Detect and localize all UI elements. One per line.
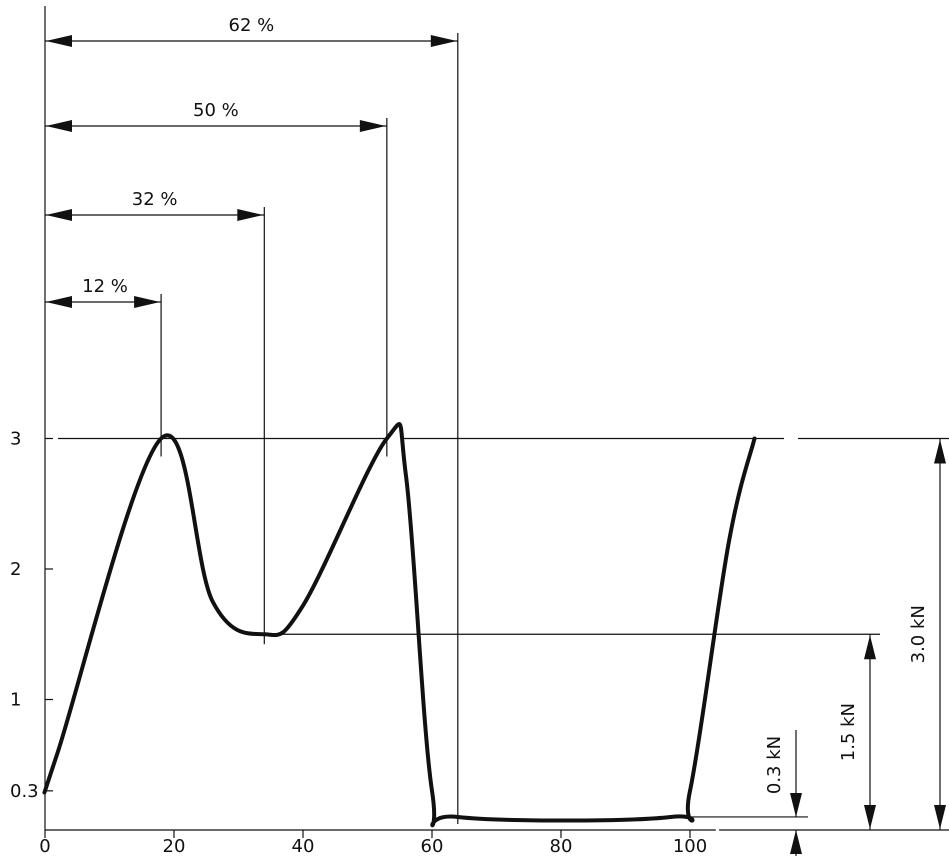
percent-label: 32 % xyxy=(132,189,178,210)
x-tick-label: 60 xyxy=(421,836,444,857)
load-label: 3.0 kN xyxy=(908,605,929,663)
arrowhead-up xyxy=(790,830,802,854)
arrowhead-right xyxy=(134,296,161,308)
arrowhead-left xyxy=(46,209,72,221)
arrowhead-left xyxy=(46,35,72,47)
arrowhead-right xyxy=(430,35,457,47)
load-label: 1.5 kN xyxy=(838,703,859,761)
load-dimensions: 3.0 kN 1.5 kN 0.3 kN xyxy=(764,438,946,856)
arrowhead-up xyxy=(864,635,876,660)
arrowhead-down xyxy=(934,805,946,829)
x-tick-label: 40 xyxy=(292,836,315,857)
x-tick-label: 20 xyxy=(163,836,186,857)
y-tick-label: 2 xyxy=(10,559,21,580)
axes: 0 20 40 60 80 100 0.3 1 2 3 xyxy=(10,6,949,857)
y-tick-label: 3 xyxy=(10,429,21,450)
arrowhead-down xyxy=(864,805,876,829)
arrowhead-right xyxy=(359,120,386,132)
percent-label: 50 % xyxy=(193,100,239,121)
percent-label: 62 % xyxy=(229,15,275,36)
percent-label: 12 % xyxy=(82,276,128,297)
x-tick-label: 100 xyxy=(673,836,707,857)
arrowhead-up xyxy=(934,439,946,464)
reference-lines xyxy=(58,437,949,818)
x-tick-label: 80 xyxy=(550,836,573,857)
load-label: 0.3 kN xyxy=(764,736,785,794)
x-tick-label: 0 xyxy=(39,836,50,857)
y-tick-label: 1 xyxy=(10,690,21,711)
arrowhead-down xyxy=(790,792,802,817)
percent-dimensions: 12 % 32 % 50 % 62 % xyxy=(45,15,459,824)
arrowhead-right xyxy=(237,209,264,221)
load-curve xyxy=(42,422,757,828)
arrowhead-left xyxy=(46,120,72,132)
arrowhead-left xyxy=(46,296,72,308)
y-tick-label: 0.3 xyxy=(10,781,39,802)
